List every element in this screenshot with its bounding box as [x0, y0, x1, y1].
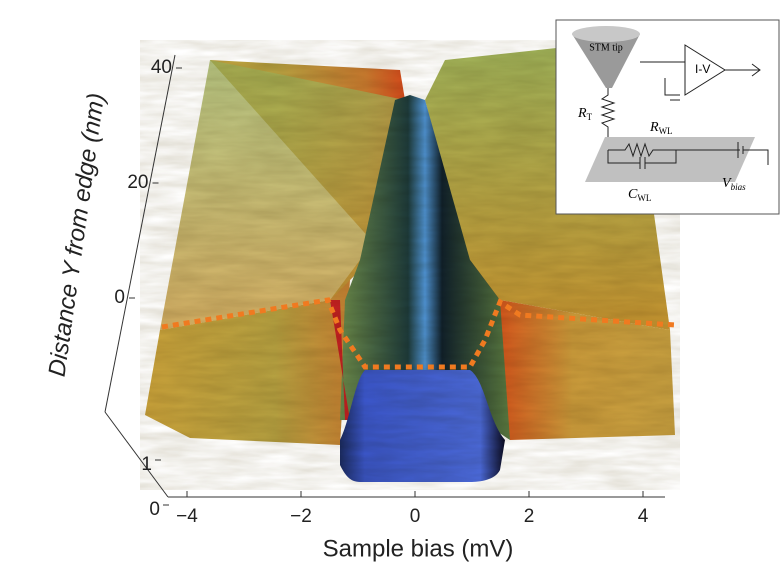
y-axis-label: Distance Y from edge (nm) [44, 91, 111, 378]
x-tick-label: −2 [290, 506, 312, 527]
y-tick-label: 40 [151, 57, 172, 78]
y-tick-label: 20 [127, 172, 148, 193]
inset: STM tip I-V RT RWL CWL Vbias [556, 20, 779, 214]
figure: Sample bias (mV) Distance Y from edge (n… [0, 0, 780, 569]
x-tick-label: 4 [638, 506, 649, 527]
amp-label: I-V [695, 62, 710, 76]
stm-tip-top [572, 26, 640, 42]
x-tick-label: 0 [410, 506, 421, 527]
x-axis-label: Sample bias (mV) [323, 535, 514, 562]
y-tick-label: 0 [114, 287, 125, 308]
z-tick-label: 1 [141, 454, 152, 475]
z-tick-label: 0 [149, 499, 160, 520]
tip-label: STM tip [589, 42, 623, 53]
x-tick-label: 2 [524, 506, 535, 527]
x-tick-label: −4 [176, 506, 198, 527]
